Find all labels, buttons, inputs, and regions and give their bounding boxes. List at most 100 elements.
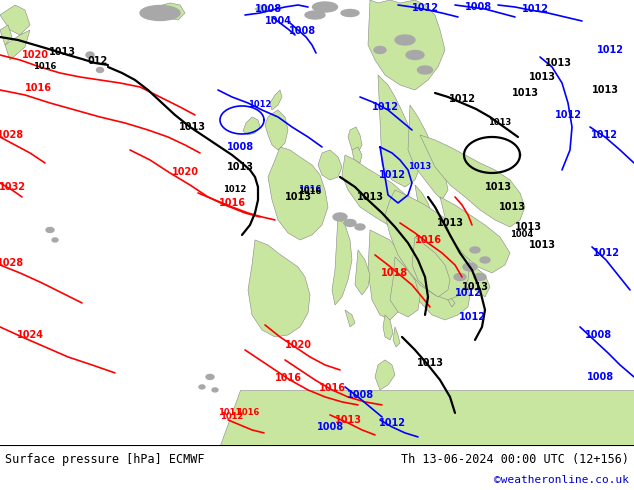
Text: 1008: 1008 [585,330,612,340]
Text: 1020: 1020 [22,50,48,60]
Ellipse shape [470,247,480,253]
Text: 1016: 1016 [25,83,51,93]
Text: 1016: 1016 [219,198,245,208]
Text: 012: 012 [88,56,108,66]
Text: 1020: 1020 [285,340,311,350]
Polygon shape [348,127,362,153]
Text: Th 13-06-2024 00:00 UTC (12+156): Th 13-06-2024 00:00 UTC (12+156) [401,453,629,466]
Text: 1012: 1012 [378,170,406,180]
Polygon shape [445,295,455,307]
Text: 1032: 1032 [0,182,25,192]
Text: 1024: 1024 [16,330,44,340]
Polygon shape [393,327,400,347]
Text: 1013: 1013 [417,358,444,368]
Text: Surface pressure [hPa] ECMWF: Surface pressure [hPa] ECMWF [5,453,205,466]
Text: 1008: 1008 [226,142,254,152]
Polygon shape [415,185,432,223]
Polygon shape [378,75,420,187]
Polygon shape [268,147,328,240]
Ellipse shape [463,263,477,271]
Text: 1013: 1013 [529,240,555,250]
Ellipse shape [96,68,103,73]
Polygon shape [383,315,393,340]
Text: 1013: 1013 [592,85,619,95]
Text: 1004: 1004 [264,16,292,26]
Ellipse shape [418,66,432,74]
Text: 1013: 1013 [356,192,384,202]
Polygon shape [410,255,470,320]
Text: 1012: 1012 [372,102,399,112]
Text: 1016: 1016 [236,409,260,417]
Ellipse shape [199,385,205,389]
Text: 1012: 1012 [249,100,272,109]
Text: 1008: 1008 [346,390,373,400]
Ellipse shape [212,388,218,392]
Text: 1013: 1013 [512,88,538,98]
Polygon shape [385,190,470,300]
Text: 1012: 1012 [555,110,581,120]
Ellipse shape [313,2,337,12]
Text: ©weatheronline.co.uk: ©weatheronline.co.uk [494,475,629,485]
Ellipse shape [52,238,58,242]
Ellipse shape [406,50,424,59]
Polygon shape [355,250,370,295]
Polygon shape [255,5,270,13]
Polygon shape [345,310,355,327]
Ellipse shape [395,35,415,45]
Polygon shape [265,110,288,150]
Text: 1028: 1028 [0,130,23,140]
Text: 1028: 1028 [0,258,23,268]
Text: 1013: 1013 [545,58,571,68]
Text: 1016: 1016 [34,63,56,72]
Polygon shape [0,5,30,35]
Text: 1013: 1013 [436,218,463,228]
Ellipse shape [305,11,325,19]
Text: 1012: 1012 [378,418,406,428]
Polygon shape [368,230,410,320]
Text: 1012: 1012 [593,248,619,258]
Ellipse shape [46,227,54,232]
Polygon shape [243,117,260,135]
Ellipse shape [206,374,214,379]
Polygon shape [368,0,445,90]
Text: 1020: 1020 [172,167,198,177]
Text: 1011: 1011 [218,409,242,417]
Polygon shape [408,105,448,200]
Polygon shape [390,257,420,317]
Text: 1013: 1013 [488,119,512,127]
Polygon shape [155,3,185,20]
Polygon shape [332,215,352,305]
Text: 1013: 1013 [408,163,432,172]
Polygon shape [5,30,30,60]
Text: 1012: 1012 [448,94,476,104]
Text: 1016: 1016 [299,186,321,195]
Ellipse shape [454,273,466,280]
Polygon shape [342,155,418,230]
Ellipse shape [86,52,94,58]
Text: 1013: 1013 [179,122,205,132]
Text: 1016: 1016 [318,383,346,393]
Text: 1008: 1008 [316,422,344,432]
Polygon shape [0,25,12,45]
Polygon shape [270,90,282,110]
Text: 1012: 1012 [411,3,439,13]
Text: 1013: 1013 [529,72,555,82]
Text: 1016: 1016 [299,188,321,196]
Text: 1013: 1013 [285,192,311,202]
Text: 1012: 1012 [458,312,486,322]
Polygon shape [440,197,510,273]
Polygon shape [420,135,525,227]
Text: 1013: 1013 [484,182,512,192]
Text: 1008: 1008 [465,2,491,12]
Polygon shape [220,390,634,445]
Text: 1012: 1012 [220,413,243,421]
Text: 1004: 1004 [510,230,534,240]
Text: 1012: 1012 [223,186,247,195]
Ellipse shape [344,220,356,226]
Polygon shape [352,147,362,163]
Ellipse shape [474,273,486,280]
Text: 1016: 1016 [415,235,441,245]
Text: 1008: 1008 [586,372,614,382]
Text: 1012: 1012 [597,45,623,55]
Ellipse shape [374,47,386,53]
